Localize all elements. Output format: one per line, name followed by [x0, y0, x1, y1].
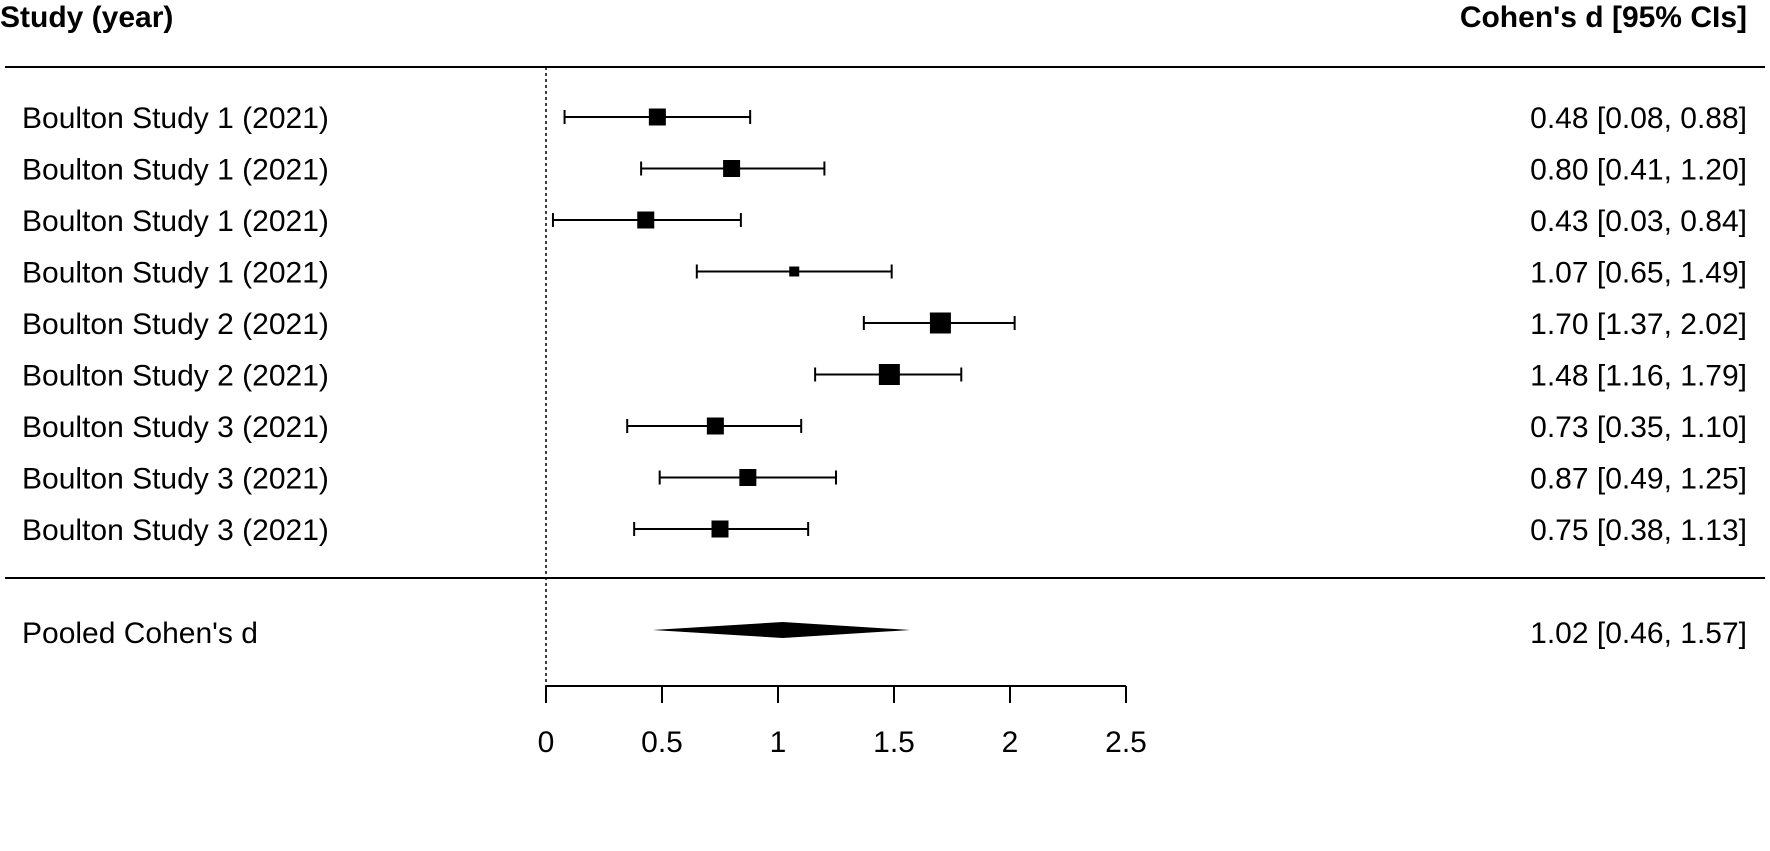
study-label: Boulton Study 3 (2021): [22, 514, 329, 547]
study-label: Boulton Study 1 (2021): [22, 154, 329, 187]
effect-size-value: 0.75 [0.38, 1.13]: [1530, 514, 1747, 547]
study-label: Boulton Study 2 (2021): [22, 308, 329, 341]
study-label: Boulton Study 1 (2021): [22, 102, 329, 135]
effect-size-value: 0.48 [0.08, 0.88]: [1530, 102, 1747, 135]
header-effect: Cohen's d [95% CIs]: [1460, 1, 1747, 34]
effect-size-value: 0.87 [0.49, 1.25]: [1530, 463, 1747, 496]
study-row: Boulton Study 3 (2021) 0.73 [0.35, 1.10]: [22, 411, 1747, 444]
study-label: Boulton Study 2 (2021): [22, 360, 329, 393]
x-tick-label: 2: [1002, 726, 1019, 759]
x-tick-label: 1: [770, 726, 787, 759]
study-row: Boulton Study 1 (2021) 0.80 [0.41, 1.20]: [22, 154, 1747, 187]
x-axis: 0 0.5 1 1.5 2 2.5: [538, 685, 1147, 759]
effect-size-value: 1.48 [1.16, 1.79]: [1530, 360, 1747, 393]
effect-size-value: 0.73 [0.35, 1.10]: [1530, 411, 1747, 444]
point-estimate: [648, 108, 666, 126]
point-estimate: [929, 312, 951, 334]
effect-size-value: 0.80 [0.41, 1.20]: [1530, 154, 1747, 187]
pooled-diamond: [652, 622, 911, 638]
study-row: Boulton Study 2 (2021) 1.48 [1.16, 1.79]: [22, 360, 1747, 393]
pooled-label: Pooled Cohen's d: [22, 617, 258, 650]
study-row: Boulton Study 2 (2021) 1.70 [1.37, 2.02]: [22, 308, 1747, 341]
study-label: Boulton Study 3 (2021): [22, 463, 329, 496]
study-row: Boulton Study 1 (2021) 1.07 [0.65, 1.49]: [22, 257, 1747, 290]
study-row: Boulton Study 1 (2021) 0.43 [0.03, 0.84]: [22, 205, 1747, 238]
x-tick-label: 1.5: [873, 726, 915, 759]
study-row: Boulton Study 3 (2021) 0.87 [0.49, 1.25]: [22, 463, 1747, 496]
pooled-row: Pooled Cohen's d 1.02 [0.46, 1.57]: [22, 617, 1747, 650]
point-estimate: [878, 364, 900, 385]
point-estimate: [637, 211, 655, 229]
point-estimate: [739, 469, 757, 486]
effect-size-value: 0.43 [0.03, 0.84]: [1530, 205, 1747, 238]
x-tick-label: 0.5: [641, 726, 683, 759]
effect-size-value: 1.07 [0.65, 1.49]: [1530, 257, 1747, 290]
study-rows: Boulton Study 1 (2021) 0.48 [0.08, 0.88]B…: [22, 102, 1747, 547]
study-row: Boulton Study 1 (2021) 0.48 [0.08, 0.88]: [22, 102, 1747, 135]
header-study: Study (year): [0, 1, 173, 34]
study-row: Boulton Study 3 (2021) 0.75 [0.38, 1.13]: [22, 514, 1747, 547]
study-label: Boulton Study 3 (2021): [22, 411, 329, 444]
x-tick-label: 0: [538, 726, 555, 759]
pooled-value: 1.02 [0.46, 1.57]: [1530, 617, 1747, 650]
point-estimate: [706, 417, 724, 435]
effect-size-value: 1.70 [1.37, 2.02]: [1530, 308, 1747, 341]
point-estimate: [723, 160, 741, 177]
point-estimate: [711, 520, 729, 538]
x-tick-label: 2.5: [1105, 726, 1147, 759]
study-label: Boulton Study 1 (2021): [22, 205, 329, 238]
point-estimate: [789, 266, 800, 277]
study-label: Boulton Study 1 (2021): [22, 257, 329, 290]
